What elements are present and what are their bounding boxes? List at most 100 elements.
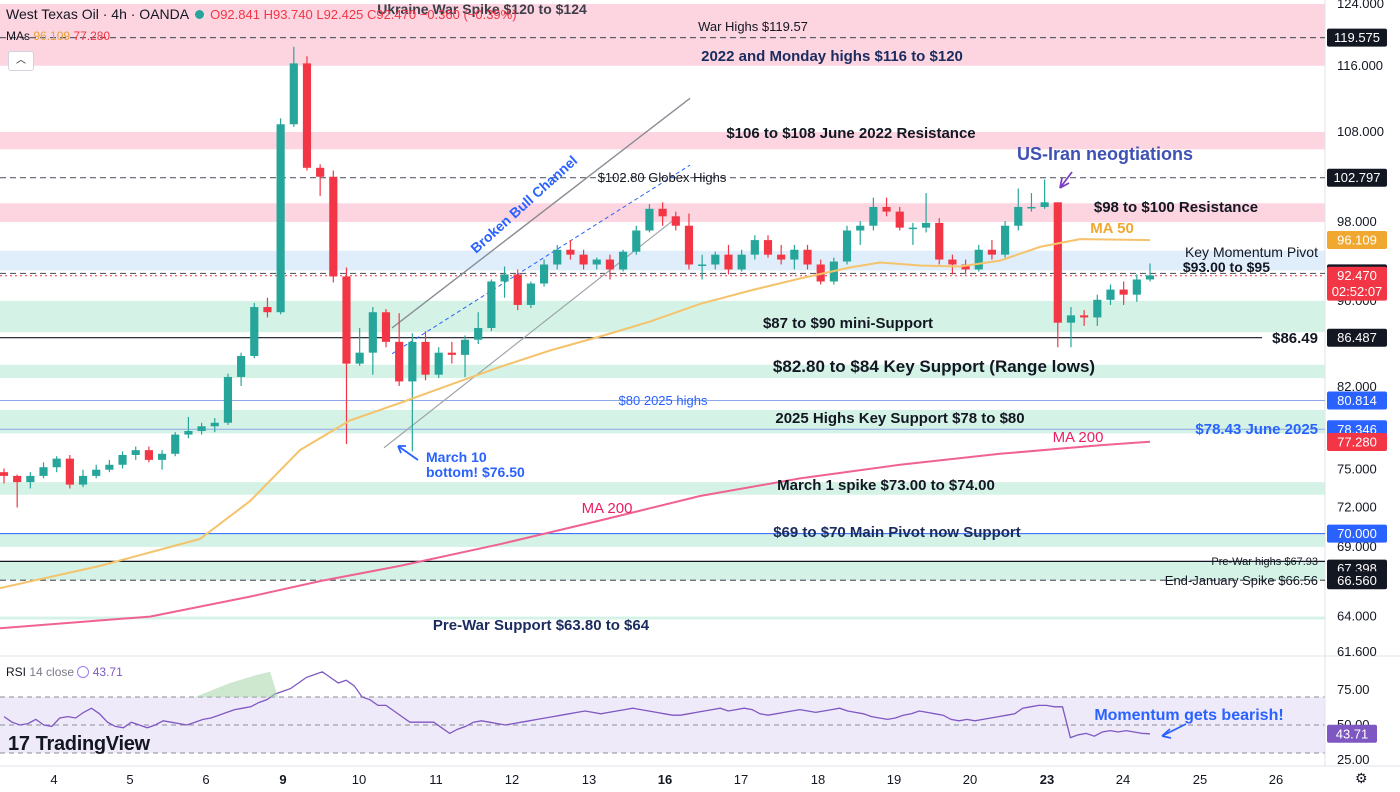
price-label-tag: 02:52:07 — [1327, 282, 1387, 301]
candle-body — [184, 430, 193, 435]
price-label-tag: 66.560 — [1327, 571, 1387, 590]
candle-body — [52, 458, 61, 468]
price-label-text: 86.487 — [1337, 330, 1377, 345]
candle-body — [539, 264, 549, 284]
zone-resistance-2 — [0, 131, 1325, 150]
annotation-label: US-Iran neogtiations — [1017, 144, 1193, 164]
ma-legend[interactable]: MAs 96.109 77.280 — [6, 29, 110, 43]
candle-body — [289, 63, 298, 125]
annotation-label: March 10 — [426, 449, 487, 465]
price-label-tag: 102.797 — [1327, 168, 1387, 187]
annotation-label: $106 to $108 June 2022 Resistance — [726, 125, 975, 142]
rsi-overbought-fill — [195, 671, 278, 697]
candle-body — [856, 225, 865, 231]
candle-body — [842, 230, 852, 262]
time-tick-label: 17 — [734, 772, 748, 787]
candle-body — [553, 249, 562, 265]
annotation-label: MA 200 — [582, 500, 633, 517]
annotation-label: End-January Spike $66.56 — [1165, 573, 1318, 588]
rsi-tick-label: 75.00 — [1337, 682, 1370, 697]
candle-body — [790, 249, 799, 260]
candle-body — [803, 249, 812, 265]
candle-body — [1132, 279, 1141, 295]
price-label-tag: 77.280 — [1327, 432, 1387, 451]
arrow-icon — [1059, 171, 1073, 189]
candle-body — [118, 454, 127, 465]
logo-text: TradingView — [35, 733, 150, 755]
rsi-legend[interactable]: RSI 14 close 43.71 — [6, 665, 123, 679]
candle-body — [974, 249, 983, 270]
time-tick-label: 10 — [352, 772, 366, 787]
candle-body — [526, 283, 535, 305]
candle-body — [92, 469, 101, 476]
candle-body — [1093, 299, 1102, 318]
annotation-label: MA 50 — [1090, 220, 1134, 237]
candle-body — [250, 307, 259, 356]
annotation-label: Momentum gets bearish! — [1094, 707, 1283, 724]
price-tick-label: 98.000 — [1337, 214, 1377, 229]
candle-body — [724, 254, 733, 270]
candle-body — [105, 464, 114, 470]
time-tick-label: 26 — [1269, 772, 1283, 787]
rsi-tick-label: 25.00 — [1337, 752, 1370, 767]
candle-body — [921, 222, 931, 228]
candle-body — [263, 307, 272, 313]
price-tick-label: 116.000 — [1337, 58, 1383, 73]
candle-body — [698, 264, 707, 266]
rsi-label: RSI — [6, 665, 27, 679]
price-label-text: 70.000 — [1337, 526, 1377, 541]
price-label-bg — [1327, 282, 1387, 301]
channel-mid — [391, 164, 691, 355]
zone-support-10 — [0, 561, 1325, 581]
annotation-label: 2025 Highs Key Support $78 to $80 — [775, 410, 1024, 427]
price-label-bg — [1327, 28, 1387, 47]
candle-body — [276, 124, 285, 313]
symbol-title[interactable]: West Texas Oil · 4h · OANDA — [6, 6, 190, 22]
zone-support-8 — [0, 482, 1325, 495]
price-label-bg — [1327, 328, 1387, 347]
candle-body — [65, 458, 74, 485]
time-tick-label: 24 — [1116, 772, 1130, 787]
candle-body — [223, 376, 233, 423]
annotation-label: March 1 spike $73.00 to $74.00 — [777, 477, 995, 494]
annotation-label: $93.00 to $95 — [1183, 259, 1270, 275]
candle-body — [316, 167, 325, 177]
candle-body — [763, 240, 773, 255]
candle-body — [434, 352, 443, 375]
chevron-up-icon[interactable]: ︿ — [8, 51, 34, 71]
candle-body — [447, 352, 456, 355]
rsi-line — [3, 671, 1151, 739]
indicator-settings-icon[interactable] — [77, 666, 90, 678]
candle-body — [408, 341, 417, 382]
candle-body — [948, 259, 957, 265]
time-tick-label: 5 — [126, 772, 133, 787]
gear-icon[interactable]: ⚙ — [1355, 770, 1368, 786]
candle-body — [210, 422, 219, 427]
annotation-label: $78.43 June 2025 — [1195, 421, 1318, 438]
annotation-label: Ukraine War Spike $120 to $124 — [377, 1, 587, 17]
candle-body — [750, 240, 759, 255]
price-label-tag: 86.487 — [1327, 328, 1387, 347]
price-label-text: 96.109 — [1337, 232, 1377, 247]
candle-body — [513, 274, 522, 305]
candle-body — [1145, 275, 1155, 280]
candle-body — [645, 208, 654, 231]
candle-body — [157, 453, 167, 460]
time-tick-label: 25 — [1193, 772, 1207, 787]
candles — [0, 46, 1155, 508]
ohlc-readout: O92.841 H93.740 L92.425 C92.470 −0.360 (… — [210, 6, 517, 22]
time-tick-label: 18 — [811, 772, 825, 787]
price-label-text: 80.814 — [1337, 393, 1377, 408]
rsi-value-tag-bg — [1327, 724, 1377, 743]
price-label-bg — [1327, 571, 1387, 590]
candle-body — [487, 281, 496, 328]
arrow-icon — [1161, 723, 1187, 739]
candle-body — [131, 450, 140, 455]
price-tick-label: 82.000 — [1337, 379, 1377, 394]
candle-body — [592, 259, 601, 265]
candle-body — [777, 254, 786, 260]
time-tick-label: 20 — [963, 772, 977, 787]
candle-body — [711, 254, 720, 265]
price-tick-label: 61.600 — [1337, 644, 1377, 659]
